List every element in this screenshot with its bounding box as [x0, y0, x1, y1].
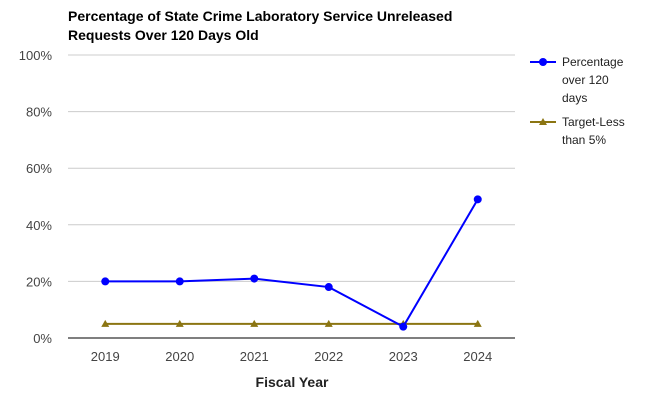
data-point [324, 283, 333, 292]
legend-label: over 120 [562, 73, 609, 87]
chart-title-line-1: Percentage of State Crime Laboratory Ser… [68, 8, 452, 24]
legend-label: days [562, 91, 587, 105]
chart-title: Percentage of State Crime Laboratory Ser… [68, 8, 452, 43]
y-tick-label: 80% [26, 105, 52, 120]
data-point [175, 277, 184, 286]
x-axis-label: Fiscal Year [256, 374, 329, 390]
plot-series [101, 195, 482, 331]
x-tick-label: 2024 [463, 349, 492, 364]
data-point [101, 319, 110, 327]
data-point [250, 274, 259, 283]
x-tick-label: 2019 [91, 349, 120, 364]
chart-title-line-2: Requests Over 120 Days Old [68, 27, 259, 43]
data-point [473, 319, 482, 327]
x-axis-ticks: 2019 2020 2021 2022 2023 2024 [91, 349, 492, 364]
y-tick-label: 20% [26, 274, 52, 289]
data-point [399, 322, 408, 331]
gridlines [68, 54, 515, 339]
legend-marker [539, 58, 547, 66]
x-tick-label: 2023 [389, 349, 418, 364]
data-point [250, 319, 259, 327]
series-1 [101, 319, 482, 327]
y-tick-label: 40% [26, 218, 52, 233]
legend: Percentage over 120 days Target-Less than 5% [530, 55, 625, 147]
legend-item-0: Percentage over 120 days [530, 55, 624, 105]
data-point [175, 319, 184, 327]
series-line [105, 198, 479, 329]
legend-item-1: Target-Less than 5% [530, 115, 625, 147]
series-0 [101, 195, 482, 331]
legend-label: Target-Less [562, 115, 625, 129]
legend-label: Percentage [562, 55, 624, 69]
legend-label: than 5% [562, 133, 606, 147]
legend-marker [539, 118, 547, 125]
data-point [324, 319, 333, 327]
data-point [101, 277, 110, 286]
y-tick-label: 100% [19, 48, 53, 63]
y-axis-ticks: 0% 20% 40% 60% 80% 100% [19, 48, 53, 346]
y-tick-label: 0% [33, 331, 52, 346]
data-point [473, 195, 482, 204]
y-tick-label: 60% [26, 161, 52, 176]
x-tick-label: 2020 [165, 349, 194, 364]
x-tick-label: 2021 [240, 349, 269, 364]
x-tick-label: 2022 [314, 349, 343, 364]
